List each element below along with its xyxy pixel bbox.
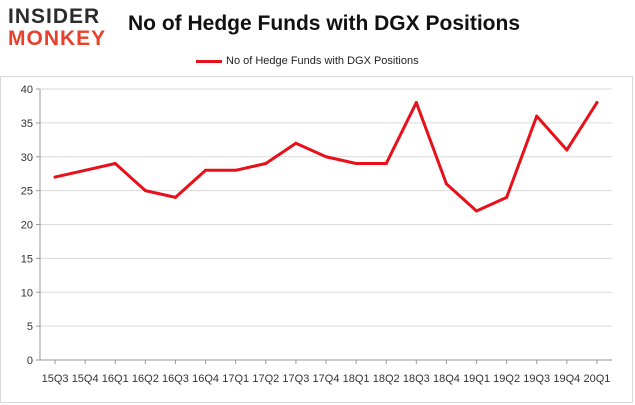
data-point: [505, 195, 509, 199]
y-tick-label: 20: [21, 220, 33, 232]
data-point: [264, 162, 268, 166]
data-point: [535, 114, 539, 118]
legend-swatch: [196, 59, 222, 63]
x-tick-label: 20Q1: [583, 373, 610, 385]
x-tick-label: 16Q1: [102, 373, 129, 385]
data-point: [354, 162, 358, 166]
x-tick-label: 18Q3: [403, 373, 430, 385]
data-point: [475, 209, 479, 213]
y-tick-label: 25: [21, 186, 33, 198]
x-tick-label: 18Q1: [343, 373, 370, 385]
x-tick-label: 18Q4: [433, 373, 460, 385]
x-tick-label: 17Q1: [222, 373, 249, 385]
data-point: [83, 168, 87, 172]
logo-line-2: MONKEY: [8, 27, 107, 50]
data-point: [384, 162, 388, 166]
y-tick-label: 40: [21, 84, 33, 96]
y-tick-label: 5: [27, 321, 33, 333]
data-point: [53, 175, 57, 179]
chart-frame: [0, 76, 633, 403]
x-tick-label: 19Q2: [493, 373, 520, 385]
x-tick-label: 19Q3: [523, 373, 550, 385]
x-tick-label: 16Q4: [192, 373, 219, 385]
data-point: [444, 182, 448, 186]
y-tick-label: 10: [21, 287, 33, 299]
data-point: [565, 148, 569, 152]
legend-label: No of Hedge Funds with DGX Positions: [226, 55, 419, 67]
x-tick-label: 18Q2: [373, 373, 400, 385]
y-tick-label: 30: [21, 152, 33, 164]
data-point: [414, 101, 418, 105]
x-tick-label: 15Q4: [72, 373, 99, 385]
data-point: [324, 155, 328, 159]
x-tick-label: 15Q3: [42, 373, 69, 385]
data-point: [173, 195, 177, 199]
y-tick-label: 35: [21, 118, 33, 130]
x-tick-label: 17Q3: [282, 373, 309, 385]
x-tick-label: 17Q2: [252, 373, 279, 385]
y-tick-label: 0: [27, 355, 33, 367]
y-tick-label: 15: [21, 253, 33, 265]
insider-monkey-logo: INSIDER MONKEY: [8, 6, 116, 50]
data-point: [143, 189, 147, 193]
data-point: [294, 141, 298, 145]
x-tick-label: 17Q4: [313, 373, 340, 385]
data-point: [234, 168, 238, 172]
data-point: [204, 168, 208, 172]
data-point: [595, 101, 599, 105]
data-point: [113, 162, 117, 166]
chart-legend: No of Hedge Funds with DGX Positions: [196, 54, 419, 68]
x-tick-label: 16Q2: [132, 373, 159, 385]
x-tick-label: 16Q3: [162, 373, 189, 385]
x-tick-label: 19Q4: [553, 373, 580, 385]
logo-line-1: INSIDER: [8, 5, 101, 28]
chart-title: No of Hedge Funds with DGX Positions: [128, 12, 520, 35]
x-tick-label: 19Q1: [463, 373, 490, 385]
